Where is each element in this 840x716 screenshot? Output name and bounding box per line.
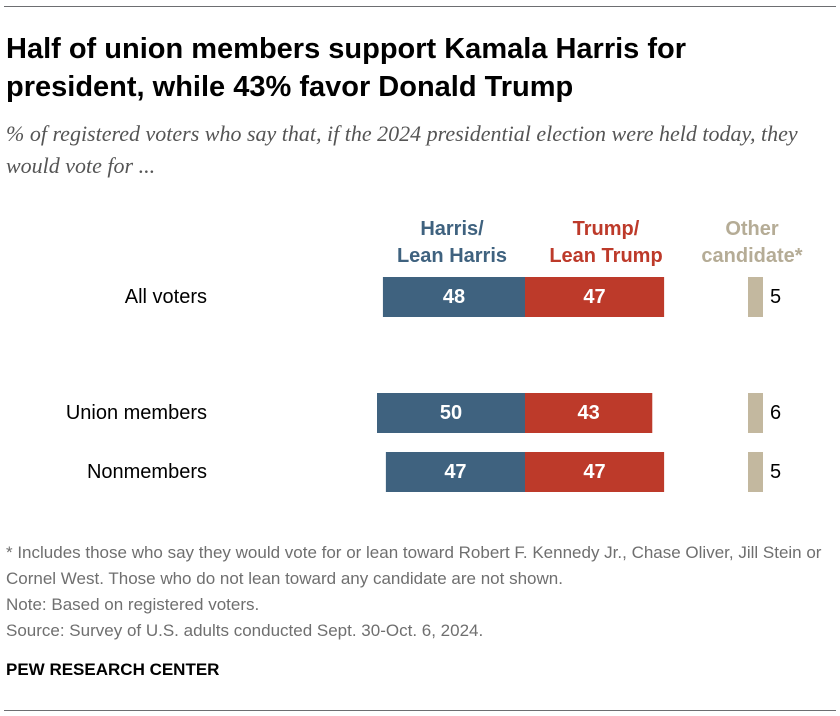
legend-trump-line1: Trump/ — [573, 218, 640, 240]
bar-other-nonmembers — [748, 452, 763, 492]
legend-other-line2: candidate* — [701, 245, 802, 267]
legend-other-line1: Other — [725, 218, 779, 240]
footnote-note: Note: Based on registered voters. — [6, 595, 260, 614]
bar-trump-union-members — [525, 393, 653, 433]
chart-title: Half of union members support Kamala Har… — [6, 33, 687, 103]
bar-trump-nonmembers — [525, 452, 665, 492]
chart-footer: * Includes those who say they would vote… — [6, 540, 834, 644]
top-rule — [4, 6, 836, 7]
value-harris-union-members: 50 — [440, 402, 462, 424]
bottom-rule — [4, 710, 836, 711]
value-other-union-members: 6 — [770, 402, 781, 424]
row-label-union-members: Union members — [66, 402, 207, 424]
row-label-all-voters: All voters — [125, 286, 207, 308]
chart-area: Harris/Lean Harris Trump/Lean Trump Other c… — [66, 218, 803, 492]
value-harris-all-voters: 48 — [443, 286, 465, 308]
legend-trump-line2: Lean Trump — [549, 245, 662, 267]
bar-other-all-voters — [748, 277, 763, 317]
brand-label: PEW RESEARCH CENTER — [6, 660, 220, 679]
value-other-nonmembers: 5 — [770, 461, 781, 483]
footnote-source: Source: Survey of U.S. adults conducted … — [6, 621, 484, 640]
bar-other-union-members — [748, 393, 763, 433]
row-label-nonmembers: Nonmembers — [87, 461, 207, 483]
bar-harris-union-members — [377, 393, 525, 433]
value-trump-all-voters: 47 — [583, 286, 605, 308]
value-harris-nonmembers: 47 — [444, 461, 466, 483]
bar-harris-all-voters — [382, 277, 525, 317]
bar-harris-nonmembers — [385, 452, 525, 492]
legend-harris-line1: Harris/ — [420, 218, 484, 240]
value-trump-union-members: 43 — [578, 402, 600, 424]
value-trump-nonmembers: 47 — [583, 461, 605, 483]
legend-harris-line2: Lean Harris — [397, 245, 507, 267]
chart-subtitle: % of registered voters who say that, if … — [6, 121, 798, 178]
footnote-asterisk: * Includes those who say they would vote… — [6, 543, 822, 588]
value-other-all-voters: 5 — [770, 286, 781, 308]
bar-trump-all-voters — [525, 277, 665, 317]
